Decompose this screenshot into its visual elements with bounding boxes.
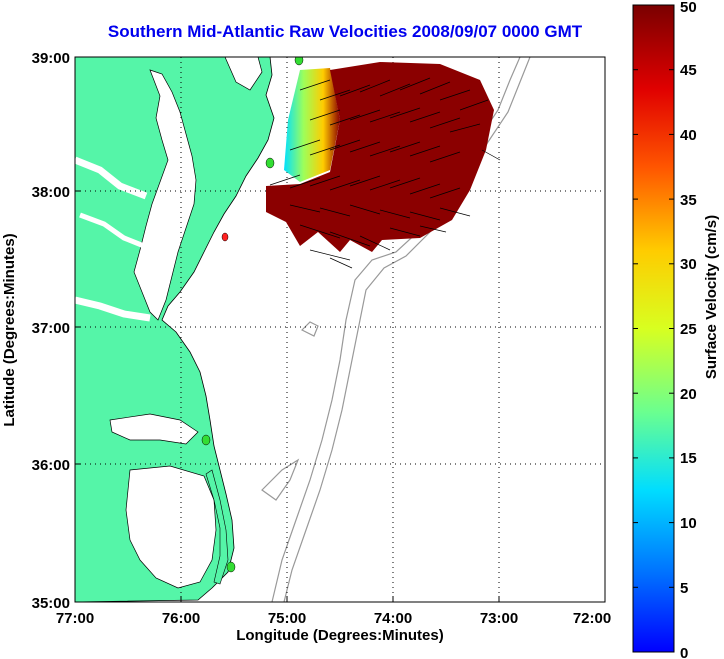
colorbar-tick-label: 20	[680, 386, 697, 403]
y-tick-label: 38:00	[32, 184, 70, 201]
colorbar-tick-label: 35	[680, 192, 697, 209]
x-tick-label: 75:00	[268, 610, 306, 627]
x-tick-label: 77:00	[56, 610, 94, 627]
tick-marks	[74, 56, 606, 603]
velocity-field-core	[266, 62, 494, 252]
plot-frame	[74, 56, 606, 603]
map-title: Southern Mid-Atlantic Raw Velocities 200…	[107, 22, 583, 41]
rappahannock-river	[79, 212, 145, 249]
james-river	[75, 296, 151, 322]
x-tick-label: 72:00	[573, 610, 611, 627]
x-tick-label: 76:00	[162, 610, 200, 627]
albemarle-sound	[109, 413, 199, 445]
colorbar-tick-label: 50	[680, 0, 697, 16]
x-axis-label: Longitude (Degrees:Minutes)	[236, 627, 444, 644]
y-tick-label: 36:00	[32, 457, 70, 474]
colorbar-tick-labels: 0 5 10 15 20 25 30 35 40 45 50	[680, 0, 697, 659]
y-tick-labels: 39:00 38:00 37:00 36:00 35:00	[32, 50, 70, 612]
station-marker	[265, 157, 275, 169]
x-tick-label: 73:00	[480, 610, 518, 627]
colorbar-tick-label: 15	[680, 450, 697, 467]
colorbar-tick-label: 0	[680, 645, 688, 659]
y-tick-label: 39:00	[32, 50, 70, 67]
y-tick-label: 37:00	[32, 320, 70, 337]
colorbar	[632, 4, 675, 653]
radar-stations	[201, 57, 304, 573]
colorbar-tick-label: 40	[680, 127, 697, 144]
velocity-field-nearshore	[284, 68, 340, 182]
colorbar-tick-label: 10	[680, 515, 697, 532]
station-marker	[226, 561, 236, 573]
station-marker	[201, 434, 211, 446]
colorbar-label: Surface Velocity (cm/s)	[703, 215, 720, 379]
outer-banks	[205, 469, 229, 585]
station-marker	[294, 57, 304, 66]
x-tick-label: 74:00	[374, 610, 412, 627]
delaware-bay	[224, 57, 263, 91]
colorbar-tick-label: 45	[680, 62, 697, 79]
colorbar-ticks	[633, 69, 674, 653]
pamlico-sound	[125, 465, 217, 589]
velocity-vectors	[269, 77, 501, 269]
colorbar-tick-label: 30	[680, 256, 697, 273]
y-axis-label: Latitude (Degrees:Minutes)	[1, 233, 18, 426]
y-tick-label: 35:00	[32, 595, 70, 612]
potomac-river	[75, 156, 148, 200]
x-tick-labels: 77:00 76:00 75:00 74:00 73:00 72:00	[56, 610, 611, 627]
land-mass	[75, 57, 275, 602]
colorbar-tick-label: 25	[680, 321, 697, 338]
station-marker	[221, 232, 229, 242]
colorbar-tick-label: 5	[680, 580, 688, 597]
